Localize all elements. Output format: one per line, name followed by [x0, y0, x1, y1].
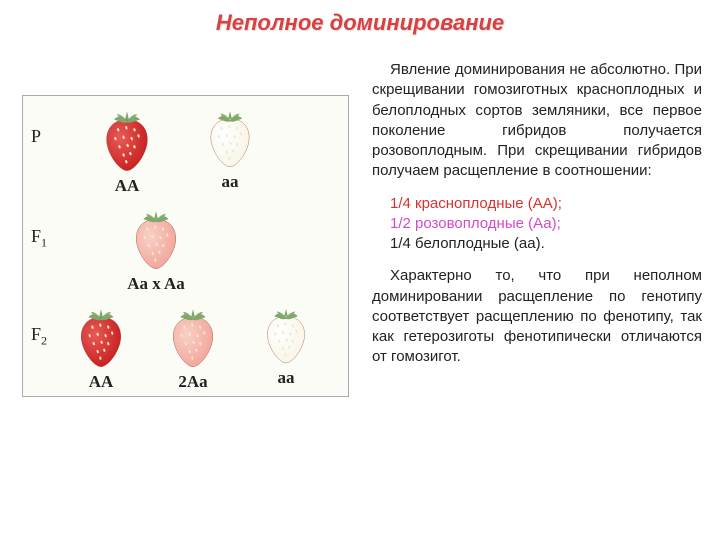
genetics-diagram: P AA aa F1 — [22, 95, 349, 397]
ratio-white: 1/4 белоплодные (аа). — [390, 234, 702, 254]
ratio-pink: 1/2 розовоплодные (Аа); — [390, 214, 702, 234]
genotype-label: aa — [245, 368, 327, 388]
paragraph-intro: Явление доминирования не абсолютно. При … — [372, 60, 702, 182]
strawberry-white: aa — [245, 304, 327, 388]
strawberry-pink: Aa x Aa — [113, 206, 199, 294]
generation-label: F2 — [31, 324, 47, 349]
genotype-label: AA — [83, 176, 171, 196]
strawberry-pink: 2Aa — [150, 304, 236, 392]
description-text: Явление доминирования не абсолютно. При … — [372, 60, 702, 380]
genotype-label: AA — [58, 372, 144, 392]
generation-label: F1 — [31, 226, 47, 251]
page-title: Неполное доминирование — [0, 10, 720, 36]
strawberry-red: AA — [83, 106, 171, 196]
genotype-label: Aa x Aa — [113, 274, 199, 294]
genotype-label: 2Aa — [150, 372, 236, 392]
ratio-red: 1/4 красноплодные (АА); — [390, 194, 702, 214]
paragraph-conclusion: Характерно то, что при неполном доминиро… — [372, 266, 702, 367]
genotype-label: aa — [188, 172, 272, 192]
strawberry-white: aa — [188, 106, 272, 192]
strawberry-red: AA — [58, 304, 144, 392]
ratio-list: 1/4 красноплодные (АА); 1/2 розовоплодны… — [372, 194, 702, 255]
generation-label: P — [31, 126, 41, 147]
